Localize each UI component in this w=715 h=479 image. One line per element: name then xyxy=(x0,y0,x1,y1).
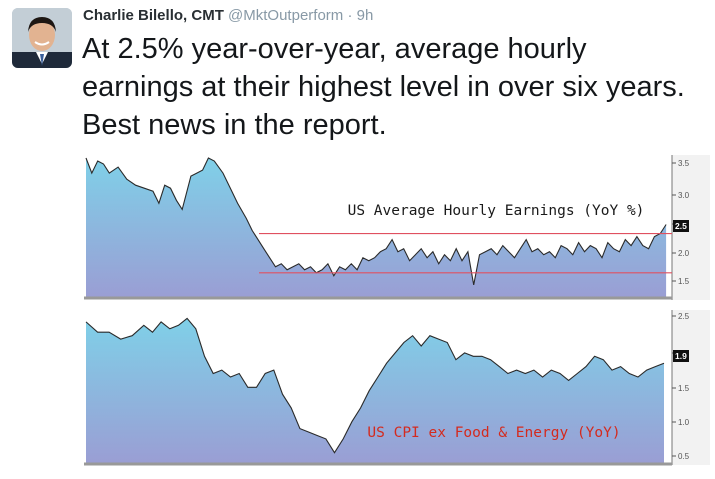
cpi-area xyxy=(86,318,664,463)
author-name[interactable]: Charlie Bilello, CMT xyxy=(83,7,224,24)
cpi-last-value-tag xyxy=(673,350,689,362)
earnings-last-value-label: 2.5 xyxy=(675,221,687,231)
cpi-tick-label: 1.0 xyxy=(678,418,690,427)
tweet-time[interactable]: 9h xyxy=(356,7,374,24)
earnings-chart: 3.53.02.52.01.52.5US Average Hourly Earn… xyxy=(84,155,710,300)
earnings-chart-title: US Average Hourly Earnings (YoY %) xyxy=(348,203,645,219)
earnings-area xyxy=(86,158,667,297)
tweet-header: Charlie Bilello, CMT @MktOutperform · 9h xyxy=(83,7,373,24)
cpi-last-value-label: 1.9 xyxy=(675,351,687,361)
tweet-text: At 2.5% year-over-year, average hourly e… xyxy=(82,33,685,141)
earnings-series-line xyxy=(85,157,667,286)
cpi-tick-label: 2.5 xyxy=(678,312,690,321)
chart-canvas: 3.5 3.0 2.5 2.0 1.5 2.5 US Average Hourly Earn… xyxy=(84,155,710,470)
tweet-chart-image[interactable]: 3.5 3.0 2.5 2.0 1.5 2.5 US Average Hourly Earn… xyxy=(84,155,710,470)
cpi-chart: 2.52.01.51.00.51.9US CPI ex Food & Energ… xyxy=(84,310,710,466)
earnings-tick-label: 3.0 xyxy=(678,191,690,200)
avatar-photo xyxy=(12,8,72,68)
author-handle[interactable]: @MktOutperform xyxy=(228,7,344,24)
earnings-tick-label: 3.5 xyxy=(678,159,690,168)
cpi-series-line xyxy=(85,317,665,454)
earnings-tick-label: 2.0 xyxy=(678,249,690,258)
cpi-tick-label: 1.5 xyxy=(678,384,690,393)
meta-separator: · xyxy=(347,7,353,24)
cpi-chart-title: US CPI ex Food & Energy (YoY) xyxy=(367,425,620,441)
cpi-tick-label: 0.5 xyxy=(678,452,690,461)
cpi-axis-strip xyxy=(672,310,710,465)
avatar[interactable] xyxy=(12,8,72,68)
earnings-last-value-tag xyxy=(673,220,689,232)
earnings-tick-label: 1.5 xyxy=(678,277,690,286)
